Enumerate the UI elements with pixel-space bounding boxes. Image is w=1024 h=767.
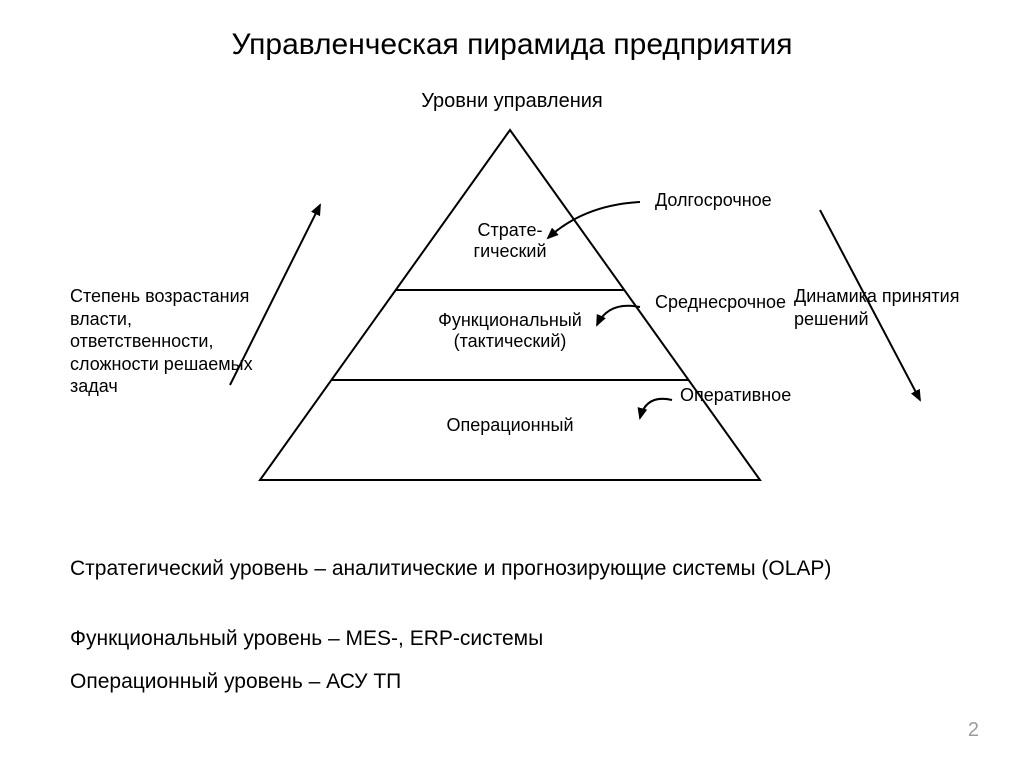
level-label: Страте- (478, 220, 543, 240)
description-functional: Функциональный уровень – MES-, ERP-систе… (70, 625, 950, 652)
annotation-mid-term: Среднесрочное (655, 292, 786, 313)
level-label: гический (474, 241, 547, 261)
annotation-operative: Оперативное (680, 385, 791, 406)
level-label: (тактический) (454, 331, 567, 351)
pyramid-level-strategic: Страте- гический (410, 220, 610, 261)
description-strategic: Стратегический уровень – аналитические и… (70, 555, 950, 582)
page-title: Управленческая пирамида предприятия (0, 28, 1024, 62)
annotation-long-term: Долгосрочное (655, 190, 772, 211)
right-caption: Динамика принятия решений (794, 285, 964, 330)
pyramid-diagram: Степень возрастания власти, ответственно… (0, 110, 1024, 520)
page-number: 2 (968, 719, 979, 742)
pyramid-level-functional: Функциональный (тактический) (410, 310, 610, 351)
pyramid-level-operational: Операционный (410, 415, 610, 436)
level-label: Операционный (446, 415, 573, 435)
description-operational: Операционный уровень – АСУ ТП (70, 668, 950, 695)
level-label: Функциональный (438, 310, 582, 330)
left-caption: Степень возрастания власти, ответственно… (70, 285, 280, 398)
